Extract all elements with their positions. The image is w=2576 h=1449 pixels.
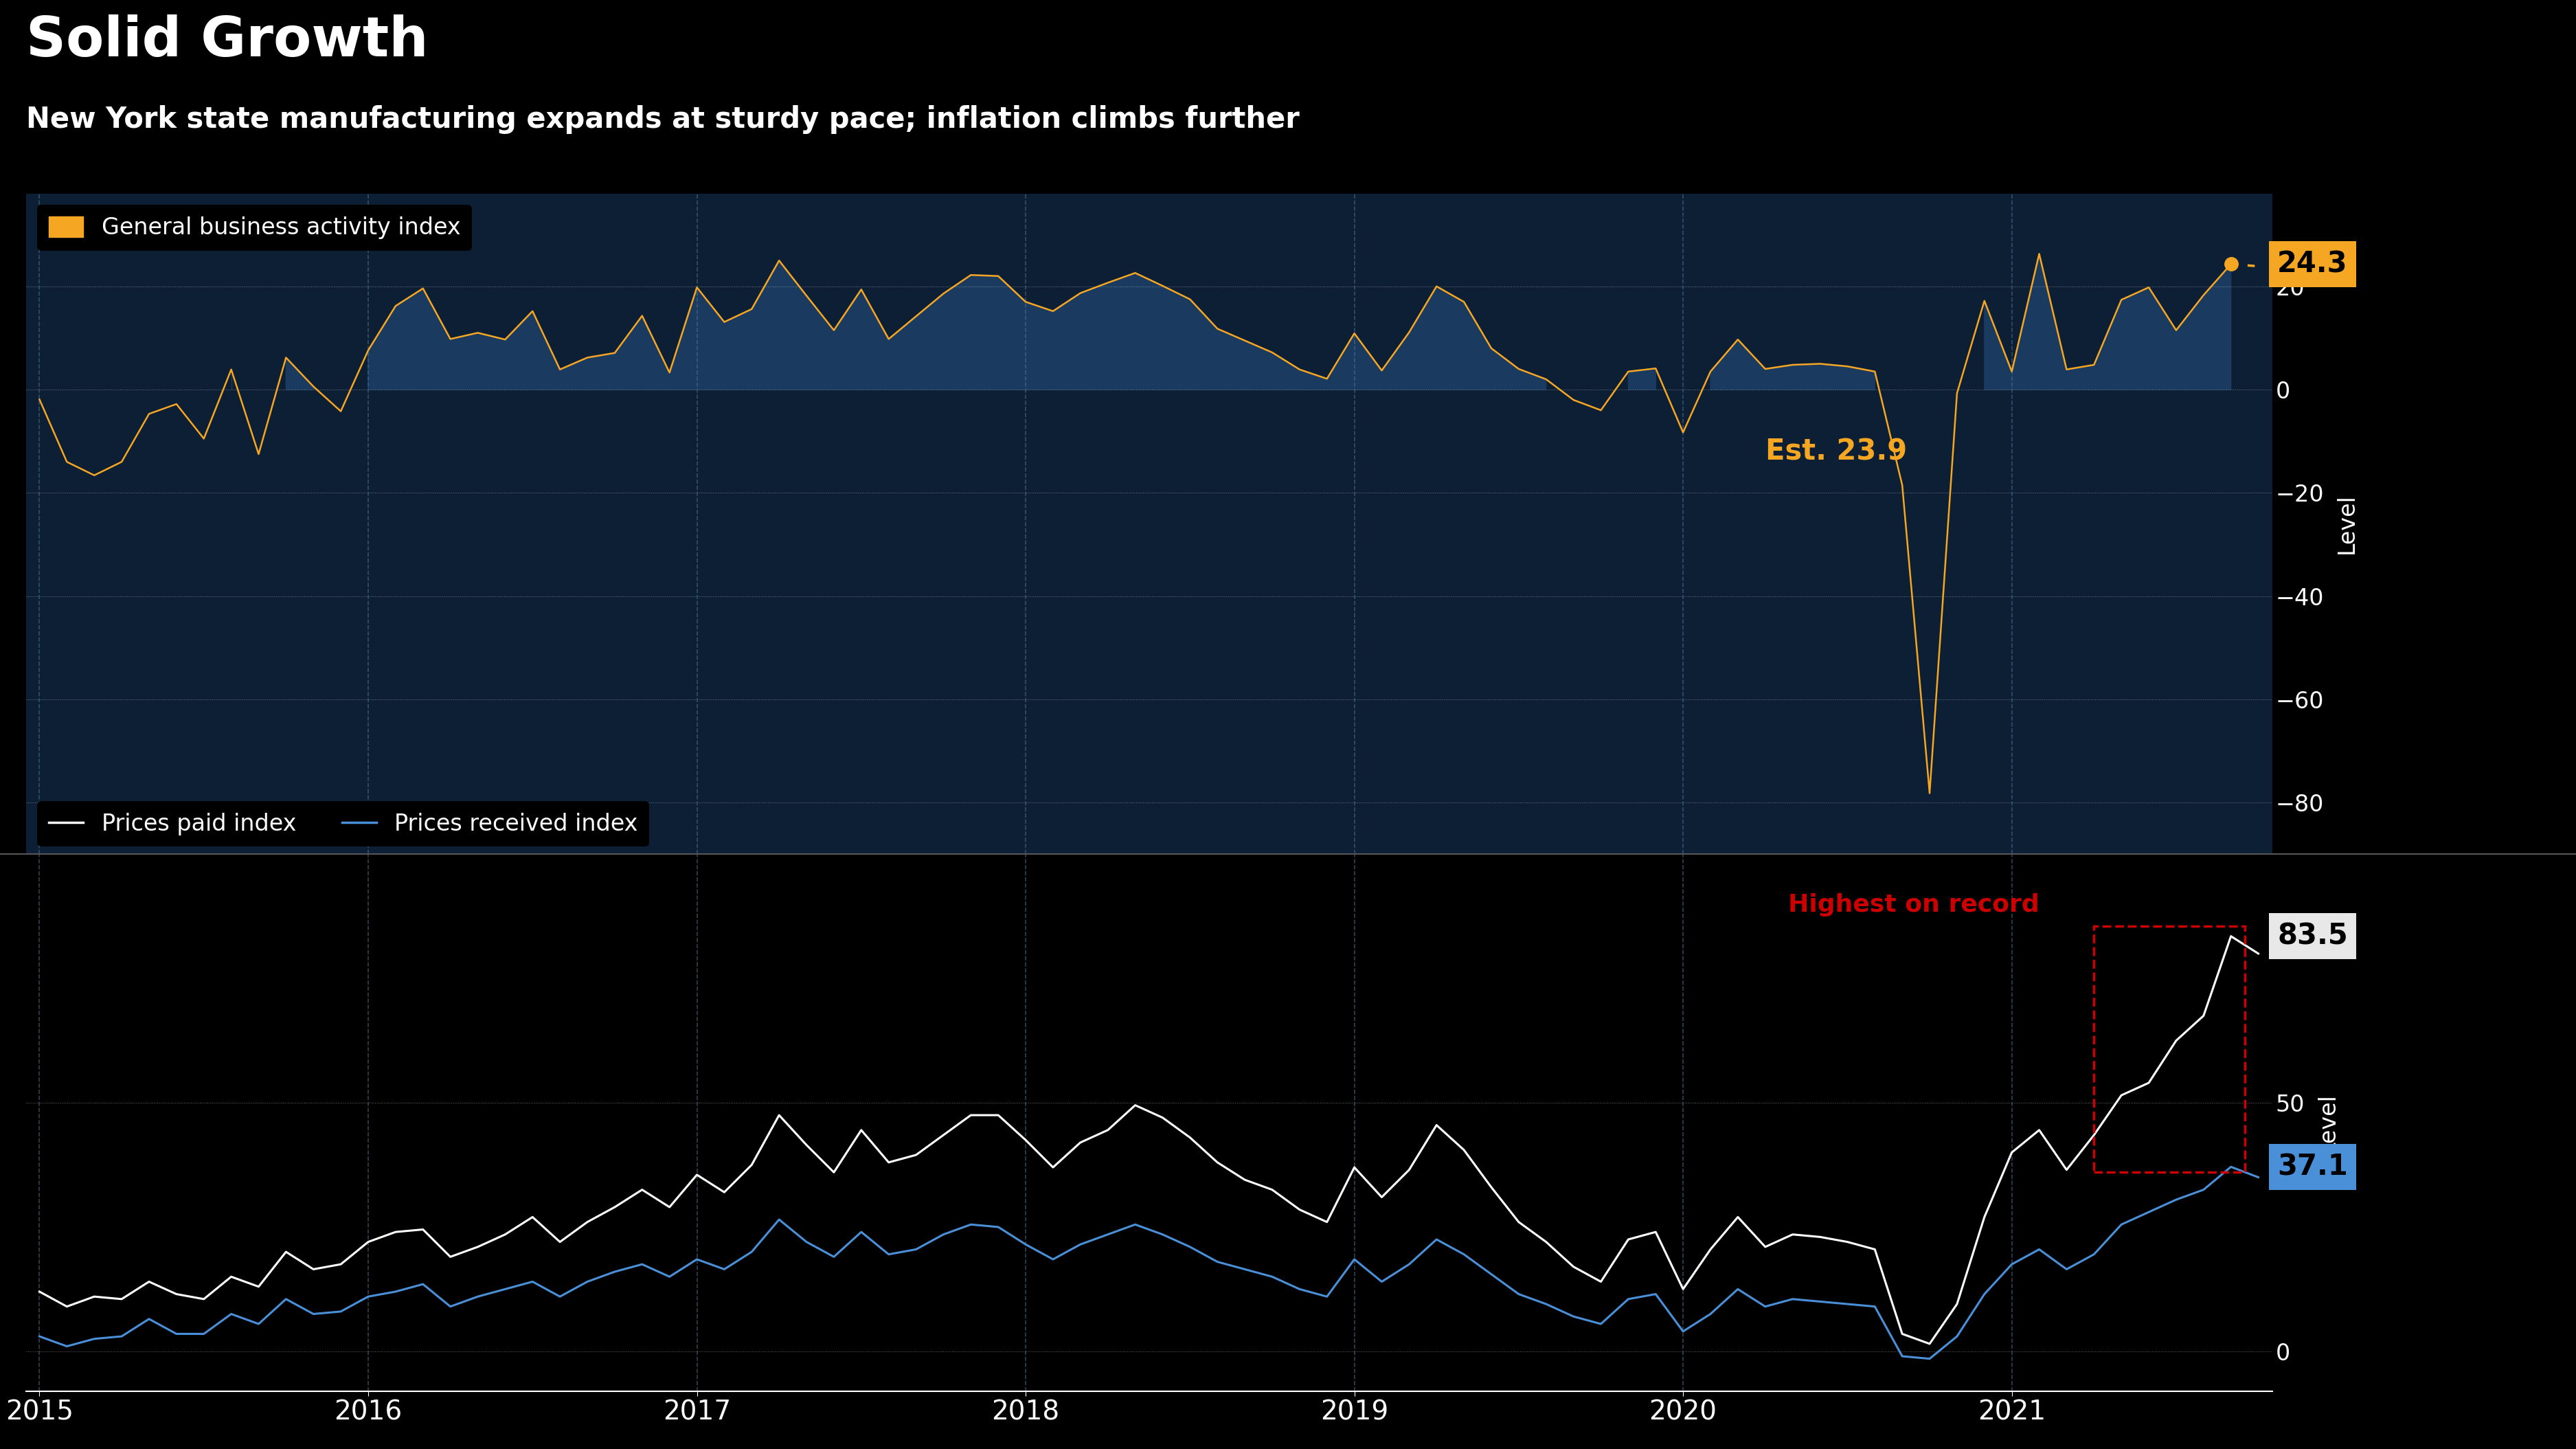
Legend: General business activity index: General business activity index — [36, 204, 471, 251]
Text: Solid Growth: Solid Growth — [26, 14, 428, 68]
Text: Highest on record: Highest on record — [1788, 893, 2040, 916]
Legend: Prices paid index, Prices received index: Prices paid index, Prices received index — [36, 801, 649, 846]
Text: New York state manufacturing expands at sturdy pace; inflation climbs further: New York state manufacturing expands at … — [26, 106, 1298, 135]
Y-axis label: Level: Level — [2336, 494, 2357, 554]
Text: 24.3: 24.3 — [2277, 249, 2347, 278]
Text: 37.1: 37.1 — [2277, 1152, 2347, 1181]
Text: 83.5: 83.5 — [2277, 922, 2347, 951]
Y-axis label: Level: Level — [2316, 1093, 2339, 1153]
Bar — [2094, 926, 2244, 1172]
Text: Est. 23.9: Est. 23.9 — [1765, 438, 1906, 467]
